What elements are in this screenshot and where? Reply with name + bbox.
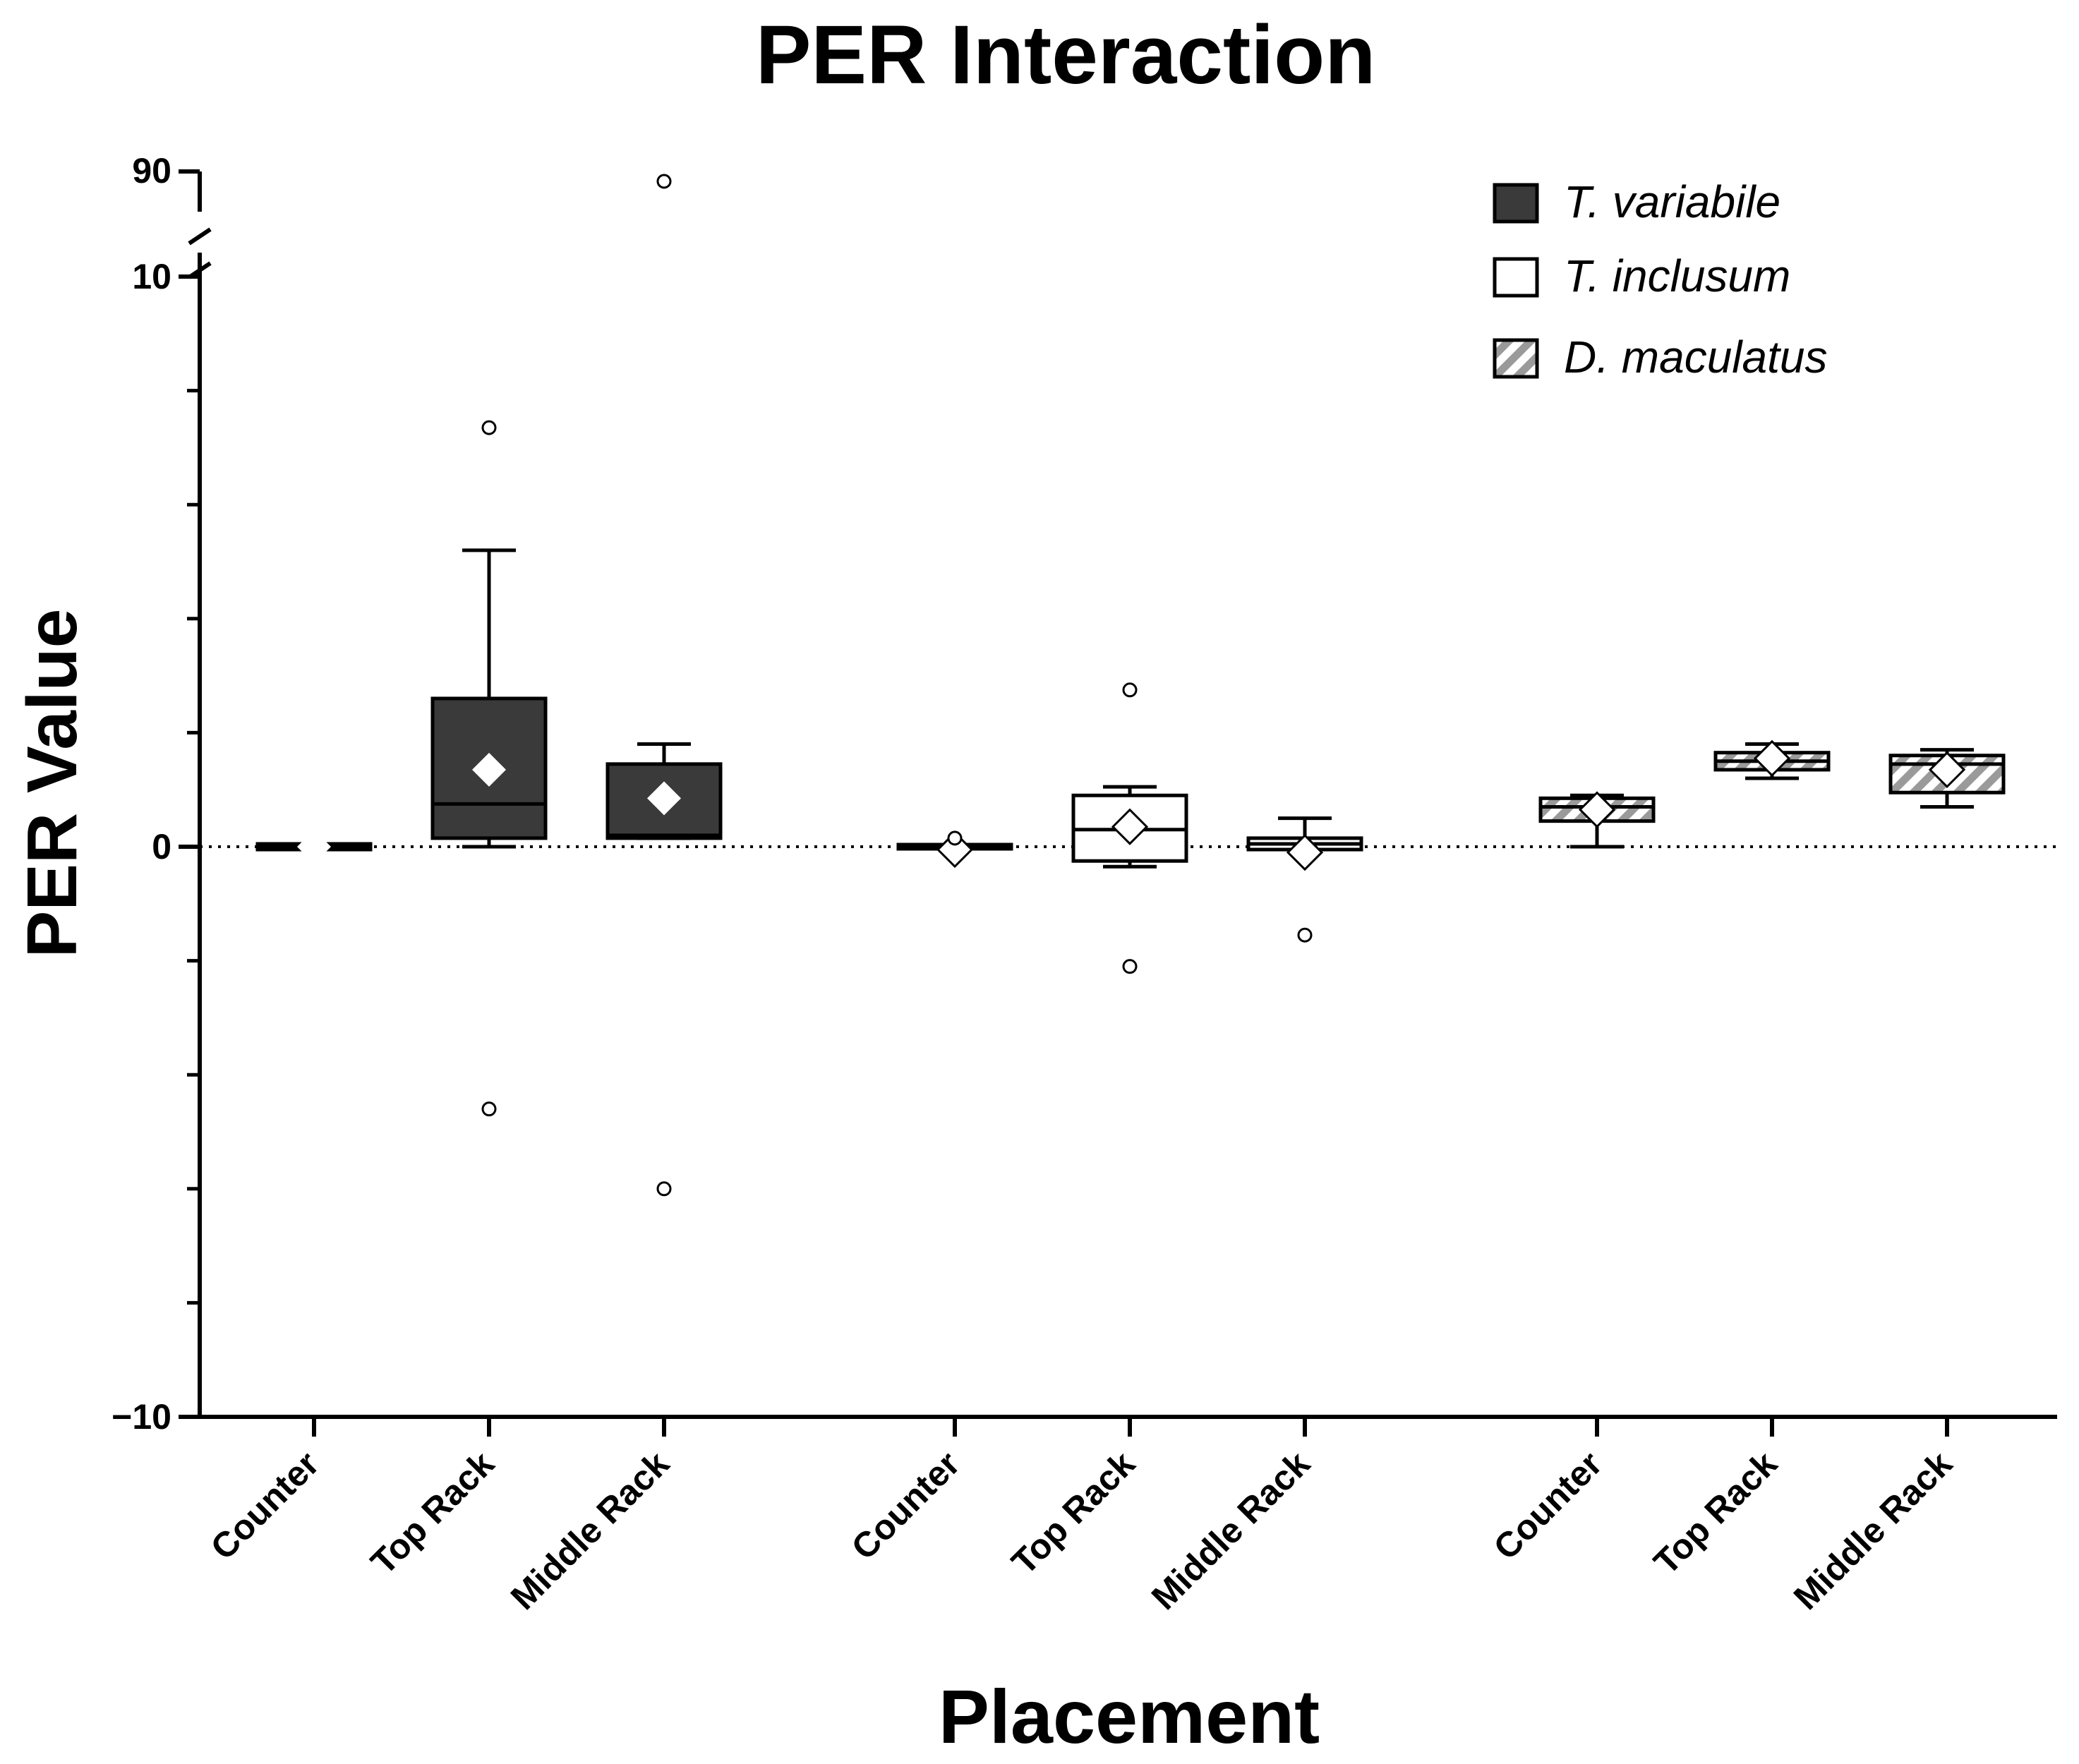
box-group (255, 830, 373, 864)
mean-marker (936, 830, 974, 869)
y-tick-label: −10 (112, 1397, 171, 1437)
legend-swatch (1493, 257, 1539, 298)
x-tick-label: Counter (844, 1444, 968, 1567)
box-iqr (430, 696, 548, 840)
outlier-point (1297, 927, 1313, 943)
box-group (896, 830, 1013, 869)
legend-swatch (1493, 338, 1539, 379)
y-axis-label: PER Value (13, 609, 92, 958)
x-tick-label: Middle Rack (1144, 1444, 1318, 1617)
box-group (1888, 748, 2006, 809)
x-tick-label: Top Rack (363, 1444, 502, 1582)
mean-marker (1928, 751, 1966, 789)
mean-marker (1753, 739, 1791, 777)
outlier-point (481, 420, 497, 435)
mean-marker (297, 830, 331, 864)
legend-swatch (1493, 183, 1539, 224)
axis-break-mark-upper (188, 227, 212, 246)
mean-marker (647, 781, 681, 816)
x-tick-label: Counter (203, 1444, 327, 1567)
mean-marker (1111, 808, 1149, 845)
legend-item: T. inclusum (1493, 250, 1790, 301)
y-tick-label: 90 (132, 151, 171, 191)
boxes-layer (255, 174, 2006, 1197)
chart-title: PER Interaction (756, 8, 1376, 102)
x-tick-label: Top Rack (1646, 1444, 1785, 1582)
x-tick-label: Middle Rack (1786, 1444, 1960, 1617)
y-tick-label: 10 (132, 257, 171, 296)
outlier-point (947, 830, 963, 846)
mean-marker (1578, 791, 1616, 828)
x-tick-labels: Counter Top Rack Middle Rack Counter Top Rac… (203, 1417, 1960, 1617)
box-group (605, 174, 723, 1197)
mean-marker (1286, 833, 1324, 871)
box-group (430, 420, 548, 1117)
x-axis-label: Placement (939, 1674, 1320, 1759)
x-tick-label: Middle Rack (503, 1444, 677, 1617)
legend-label: T. inclusum (1564, 250, 1790, 301)
box-group (1246, 816, 1363, 943)
x-tick-label: Top Rack (1004, 1444, 1143, 1582)
legend-item: D. maculatus (1493, 332, 1827, 382)
outlier-point (656, 174, 672, 189)
box-group (1538, 791, 1656, 849)
box-group (1071, 682, 1188, 974)
outlier-point (1122, 959, 1138, 974)
legend-item: T. variabile (1493, 176, 1780, 227)
legend-label: T. variabile (1564, 176, 1780, 227)
outlier-point (481, 1101, 497, 1117)
x-tick-label: Counter (1486, 1444, 1610, 1567)
legend-label: D. maculatus (1564, 332, 1827, 382)
outlier-point (1122, 682, 1138, 698)
box-group (1713, 739, 1831, 780)
y-tick-label: 0 (152, 827, 171, 866)
mean-marker (472, 752, 506, 787)
legend: T. variabile T. inclusum D. maculatus (1493, 176, 1827, 382)
outlier-point (656, 1181, 672, 1197)
